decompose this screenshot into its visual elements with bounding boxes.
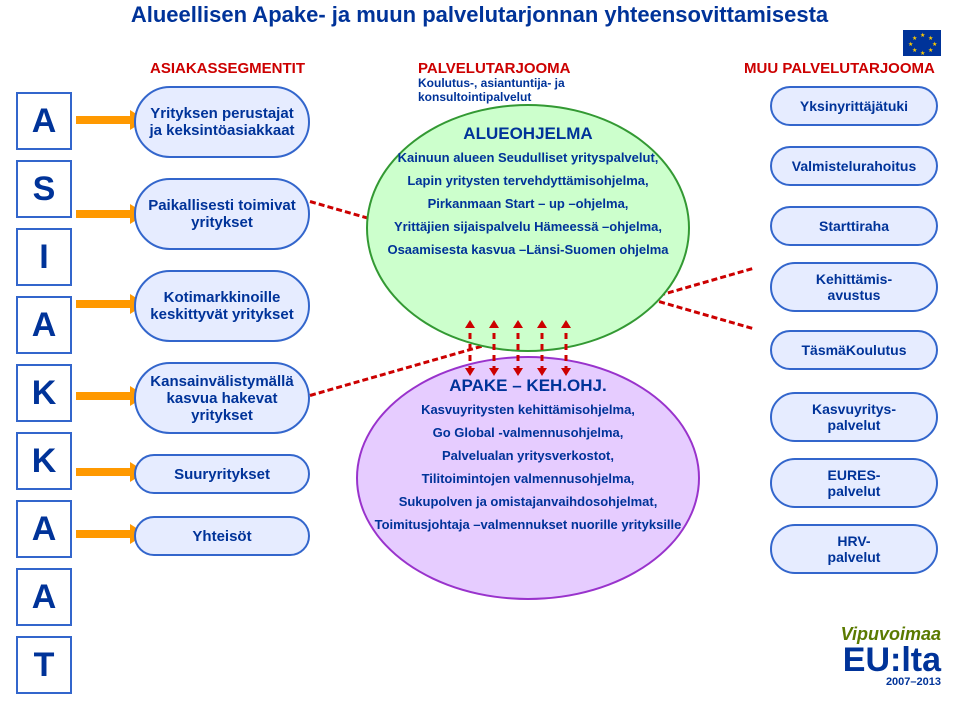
service-pill: EURES- palvelut	[770, 458, 938, 508]
service-pill: TäsmäKoulutus	[770, 330, 938, 370]
page: Alueellisen Apake- ja muun palvelutarjon…	[0, 0, 959, 708]
service-pill: HRV- palvelut	[770, 524, 938, 574]
service-pill: Kasvuyritys- palvelut	[770, 392, 938, 442]
service-pill: Starttiraha	[770, 206, 938, 246]
vipuvoimaa-logo: Vipuvoimaa EU:lta 2007–2013	[841, 625, 941, 688]
service-pill: Kehittämis- avustus	[770, 262, 938, 312]
vipuvoimaa-eu: EU:lta	[843, 643, 941, 677]
service-pill: Valmistelurahoitus	[770, 146, 938, 186]
service-pill: Yksinyrittäjätuki	[770, 86, 938, 126]
